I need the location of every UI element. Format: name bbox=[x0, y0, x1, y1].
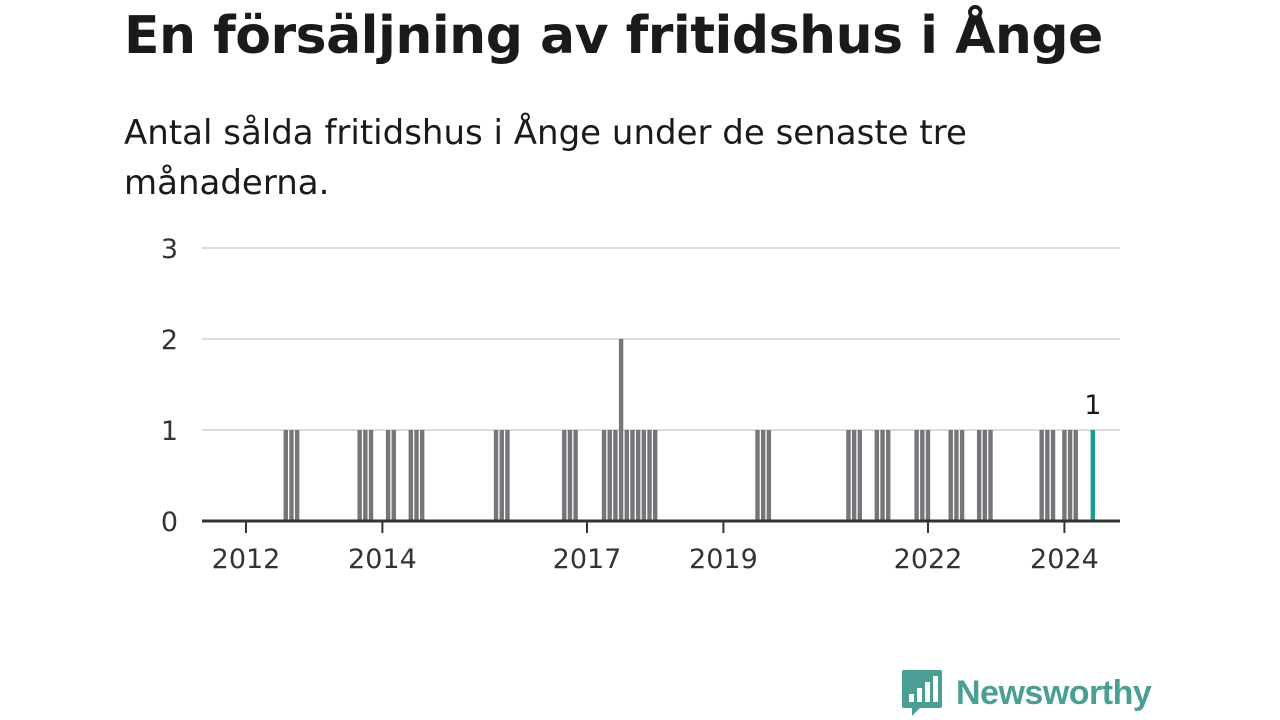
bar bbox=[562, 430, 567, 521]
gridlines bbox=[202, 247, 1120, 431]
bar bbox=[294, 430, 300, 521]
bar bbox=[959, 430, 965, 521]
bar bbox=[601, 430, 607, 521]
bar bbox=[766, 430, 772, 521]
bar bbox=[988, 430, 993, 521]
y-tick-label: 3 bbox=[161, 234, 178, 265]
bar bbox=[976, 430, 982, 521]
chart-title: En försäljning av fritidshus i Ånge bbox=[124, 6, 1103, 66]
bar bbox=[647, 430, 652, 521]
highlight-value-label: 1 bbox=[1084, 390, 1101, 421]
bar bbox=[368, 430, 374, 521]
x-tick-label: 2012 bbox=[212, 544, 281, 575]
bar bbox=[1045, 430, 1050, 521]
bar bbox=[880, 430, 885, 521]
bar bbox=[408, 430, 414, 521]
y-tick-label: 0 bbox=[161, 507, 178, 538]
bar bbox=[505, 430, 510, 521]
bar bbox=[289, 430, 294, 521]
bar bbox=[851, 430, 857, 521]
x-tick-label: 2019 bbox=[689, 544, 758, 575]
bar bbox=[914, 430, 919, 521]
bar bbox=[874, 430, 880, 521]
bar-chart-speech-bubble-icon bbox=[902, 670, 942, 716]
bar bbox=[283, 430, 288, 521]
bar bbox=[1073, 430, 1078, 521]
bar bbox=[635, 430, 641, 521]
bar bbox=[630, 430, 635, 521]
x-tick-label: 2022 bbox=[894, 544, 963, 575]
bar bbox=[414, 430, 419, 521]
bar bbox=[624, 430, 629, 521]
bar bbox=[385, 430, 391, 521]
bar bbox=[1062, 430, 1067, 521]
highlight-bar bbox=[1090, 430, 1096, 521]
bar bbox=[755, 430, 760, 521]
bar bbox=[1067, 430, 1073, 521]
bar bbox=[363, 430, 368, 521]
bar bbox=[1039, 430, 1044, 521]
bar bbox=[618, 339, 624, 521]
bar bbox=[567, 430, 573, 521]
bar bbox=[653, 430, 658, 521]
bar bbox=[760, 430, 766, 521]
brand-name: Newsworthy bbox=[956, 673, 1152, 712]
x-tick-label: 2017 bbox=[553, 544, 622, 575]
bar bbox=[886, 430, 891, 521]
bar bbox=[982, 430, 988, 521]
chart-subtitle: Antal sålda fritidshus i Ånge under de s… bbox=[124, 113, 967, 203]
y-tick-label: 2 bbox=[161, 325, 178, 356]
bars bbox=[283, 339, 1096, 521]
bar bbox=[846, 430, 851, 521]
bar bbox=[493, 430, 499, 521]
x-axis-ticks: 2012 2014 2017 2019 2022 2024 bbox=[212, 521, 1099, 575]
bar bbox=[613, 430, 618, 521]
bar bbox=[641, 430, 647, 521]
bar bbox=[925, 430, 931, 521]
bar bbox=[920, 430, 925, 521]
bar bbox=[948, 430, 953, 521]
x-tick-label: 2024 bbox=[1030, 544, 1099, 575]
bar bbox=[607, 430, 612, 521]
brand-logo-lockup: Newsworthy bbox=[900, 668, 1152, 718]
bar bbox=[573, 430, 578, 521]
bar bbox=[391, 430, 396, 521]
bar bbox=[499, 430, 504, 521]
bar bbox=[357, 430, 362, 521]
bar bbox=[954, 430, 959, 521]
y-tick-label: 1 bbox=[161, 416, 178, 447]
bar bbox=[419, 430, 425, 521]
bar bbox=[1050, 430, 1056, 521]
bar bbox=[857, 430, 862, 521]
y-axis-ticks: 0 1 2 3 bbox=[161, 234, 178, 538]
x-tick-label: 2014 bbox=[348, 544, 417, 575]
